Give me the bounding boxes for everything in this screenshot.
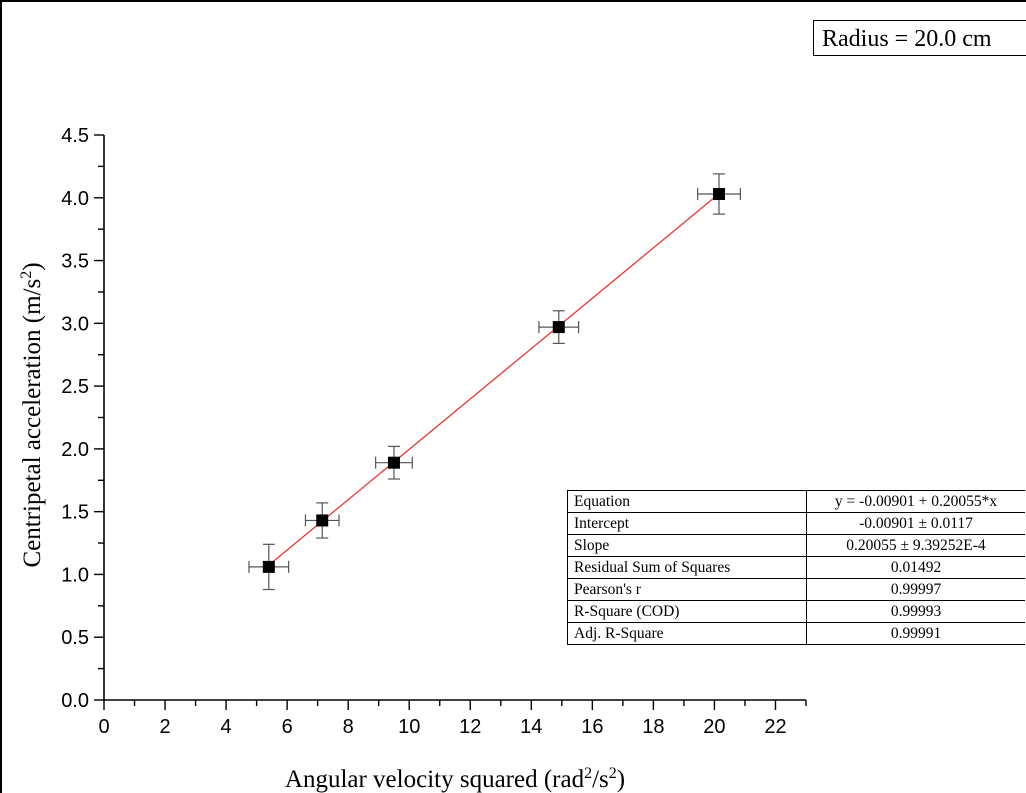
x-tick-label: 8 [343, 716, 354, 738]
stats-value: 0.20055 ± 9.39252E-4 [806, 534, 1025, 557]
x-tick-label: 20 [703, 716, 725, 738]
x-tick-label: 4 [221, 716, 232, 738]
y-axis-ticks: 0.0 0.5 1.0 1.5 2.0 2.5 3.0 3.5 4.0 4.5 [61, 125, 104, 712]
x-tick-label: 12 [459, 716, 481, 738]
data-point-group [375, 445, 413, 480]
radius-annotation: Radius = 20.0 cm [813, 20, 1026, 56]
x-tick-label: 0 [98, 716, 109, 738]
fit-statistics-table: Equation y = -0.00901 + 0.20055*x Intercep… [567, 490, 1026, 690]
stats-key: Residual Sum of Squares [567, 556, 807, 579]
stats-key: Intercept [567, 512, 807, 535]
x-tick-label: 18 [642, 716, 664, 738]
data-point [552, 321, 565, 334]
x-tick-label: 6 [282, 716, 293, 738]
data-point [262, 560, 275, 573]
stats-table: Equation y = -0.00901 + 0.20055*x Intercep… [567, 490, 1025, 645]
stats-value: 0.99997 [806, 578, 1025, 601]
stats-value: 0.99993 [806, 600, 1025, 623]
stats-row: Pearson's r 0.99997 [567, 578, 1025, 601]
y-tick-label: 3.0 [61, 313, 89, 335]
y-tick-label: 3.5 [61, 251, 89, 273]
data-point-group [304, 502, 340, 539]
y-tick-label: 1.5 [61, 502, 89, 524]
stats-row: Intercept -0.00901 ± 0.0117 [567, 512, 1025, 535]
y-tick-label: 2.5 [61, 376, 89, 398]
y-axis-label: Centripetal acceleration (m/s2) [18, 262, 46, 567]
stats-row: Residual Sum of Squares 0.01492 [567, 556, 1025, 579]
stats-key: Equation [567, 490, 807, 513]
y-tick-label: 4.5 [61, 125, 89, 147]
stats-key: Adj. R-Square [567, 622, 807, 645]
x-tick-label: 22 [764, 716, 786, 738]
y-tick-label: 4.0 [61, 188, 89, 210]
stats-key: Slope [567, 534, 807, 557]
stats-row: Equation y = -0.00901 + 0.20055*x [567, 490, 1025, 513]
stats-row: Slope 0.20055 ± 9.39252E-4 [567, 534, 1025, 557]
stats-key: R-Square (COD) [567, 600, 807, 623]
data-point-group [697, 173, 741, 215]
data-point [316, 514, 329, 527]
x-tick-label: 14 [520, 716, 542, 738]
points-layer [248, 173, 741, 591]
x-tick-label: 10 [398, 716, 420, 738]
stats-value: -0.00901 ± 0.0117 [806, 512, 1025, 535]
stats-row: R-Square (COD) 0.99993 [567, 600, 1025, 623]
y-tick-label: 1.0 [61, 564, 89, 586]
x-axis-ticks: 0 2 4 6 8 10 12 14 16 18 20 22 [98, 700, 807, 738]
stats-key: Pearson's r [567, 578, 807, 601]
data-point [387, 456, 400, 469]
y-tick-label: 2.0 [61, 439, 89, 461]
data-point-group [248, 543, 290, 591]
fit-layer [268, 193, 720, 566]
stats-value: 0.99991 [806, 622, 1025, 645]
fit-line [268, 193, 720, 566]
y-tick-label: 0.0 [61, 690, 89, 712]
y-tick-label: 0.5 [61, 627, 89, 649]
x-tick-label: 16 [581, 716, 603, 738]
data-point [713, 188, 726, 201]
x-tick-label: 2 [159, 716, 170, 738]
data-point-group [538, 310, 580, 345]
x-axis-label: Angular velocity squared (rad2/s2) [285, 765, 625, 793]
stats-row: Adj. R-Square 0.99991 [567, 622, 1025, 645]
stats-value: y = -0.00901 + 0.20055*x [806, 490, 1025, 513]
stats-value: 0.01492 [806, 556, 1025, 579]
